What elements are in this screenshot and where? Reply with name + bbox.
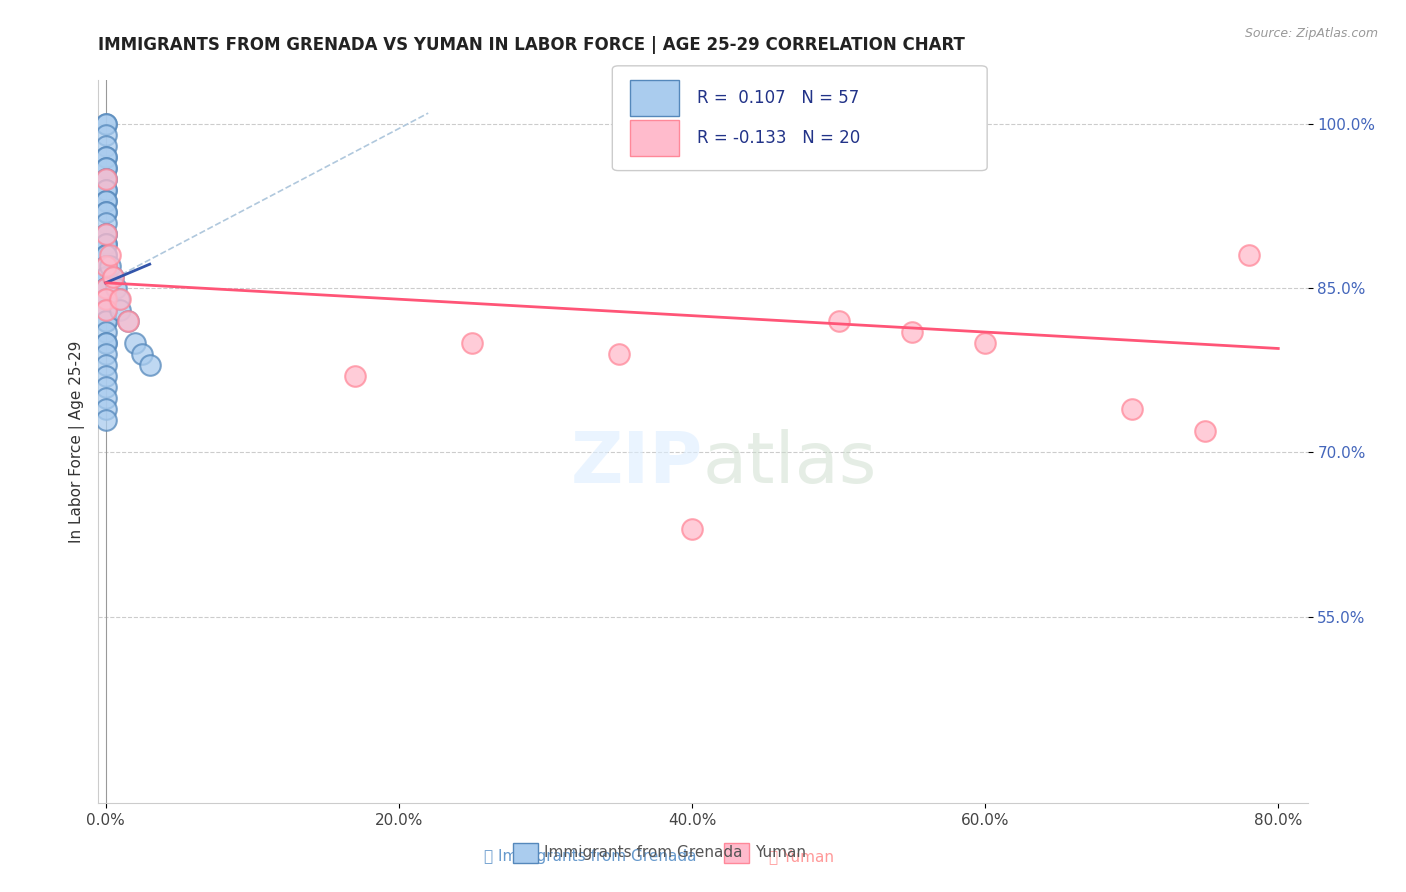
Point <box>94 270 117 285</box>
Point <box>124 336 146 351</box>
Point <box>94 248 117 262</box>
Point <box>94 227 117 241</box>
Point <box>94 150 117 164</box>
Point <box>461 336 484 351</box>
Point <box>94 260 117 274</box>
Point <box>94 281 117 295</box>
Point <box>94 204 117 219</box>
Point <box>101 270 124 285</box>
Point <box>94 117 117 131</box>
Point <box>94 194 117 208</box>
Point <box>94 303 117 318</box>
Point <box>94 314 117 328</box>
Point <box>1121 401 1143 416</box>
Point <box>94 171 117 186</box>
Point <box>94 161 117 175</box>
Point <box>94 303 117 318</box>
Point <box>94 227 117 241</box>
Point <box>94 260 117 274</box>
Text: R = -0.133   N = 20: R = -0.133 N = 20 <box>697 129 860 147</box>
Point <box>94 314 117 328</box>
Point <box>94 281 117 295</box>
Text: ⬜ Yuman: ⬜ Yuman <box>769 849 834 863</box>
Point <box>974 336 997 351</box>
Point <box>94 292 117 306</box>
Point <box>343 368 366 383</box>
Point <box>94 281 117 295</box>
Text: IMMIGRANTS FROM GRENADA VS YUMAN IN LABOR FORCE | AGE 25-29 CORRELATION CHART: IMMIGRANTS FROM GRENADA VS YUMAN IN LABO… <box>98 36 966 54</box>
Text: ⬜ Immigrants from Grenada: ⬜ Immigrants from Grenada <box>484 849 697 863</box>
Point <box>101 270 124 285</box>
Point <box>827 314 849 328</box>
Point <box>94 117 117 131</box>
Point <box>94 150 117 164</box>
Point <box>94 161 117 175</box>
Text: Yuman: Yuman <box>755 846 806 860</box>
Text: atlas: atlas <box>703 429 877 498</box>
Point <box>117 314 139 328</box>
Point <box>94 391 117 405</box>
Point <box>94 358 117 372</box>
Point <box>94 139 117 153</box>
Point <box>94 237 117 252</box>
Point <box>94 171 117 186</box>
Bar <box>630 120 679 156</box>
Point <box>94 368 117 383</box>
Point <box>94 336 117 351</box>
Bar <box>513 843 538 863</box>
Point <box>607 347 630 361</box>
Point <box>94 347 117 361</box>
Text: Source: ZipAtlas.com: Source: ZipAtlas.com <box>1244 27 1378 40</box>
Point <box>94 216 117 230</box>
Point <box>94 292 117 306</box>
Point <box>1237 248 1260 262</box>
Point <box>94 237 117 252</box>
Point <box>117 314 139 328</box>
Point <box>110 292 132 306</box>
Point <box>94 227 117 241</box>
Point <box>94 270 117 285</box>
Point <box>94 303 117 318</box>
FancyBboxPatch shape <box>613 66 987 170</box>
Point <box>94 183 117 197</box>
Text: Immigrants from Grenada: Immigrants from Grenada <box>544 846 742 860</box>
Point <box>94 401 117 416</box>
Point <box>94 412 117 426</box>
Point <box>94 292 117 306</box>
Point <box>94 128 117 142</box>
Point <box>98 260 121 274</box>
Point <box>94 270 117 285</box>
Point <box>94 336 117 351</box>
Point <box>94 183 117 197</box>
Point <box>94 260 117 274</box>
Point <box>901 325 924 339</box>
Point <box>131 347 153 361</box>
Point <box>110 303 132 318</box>
Y-axis label: In Labor Force | Age 25-29: In Labor Force | Age 25-29 <box>69 341 84 542</box>
Point <box>94 325 117 339</box>
Point <box>108 292 131 306</box>
Bar <box>630 80 679 117</box>
Point <box>94 194 117 208</box>
Point <box>94 248 117 262</box>
Point <box>105 281 128 295</box>
Point <box>98 248 121 262</box>
Point <box>1194 424 1216 438</box>
Point <box>681 522 703 536</box>
Point <box>94 292 117 306</box>
Point <box>94 281 117 295</box>
Text: ZIP: ZIP <box>571 429 703 498</box>
Point <box>94 171 117 186</box>
Bar <box>724 843 749 863</box>
Point <box>94 380 117 394</box>
Point <box>138 358 160 372</box>
Text: R =  0.107   N = 57: R = 0.107 N = 57 <box>697 89 859 107</box>
Point <box>94 204 117 219</box>
